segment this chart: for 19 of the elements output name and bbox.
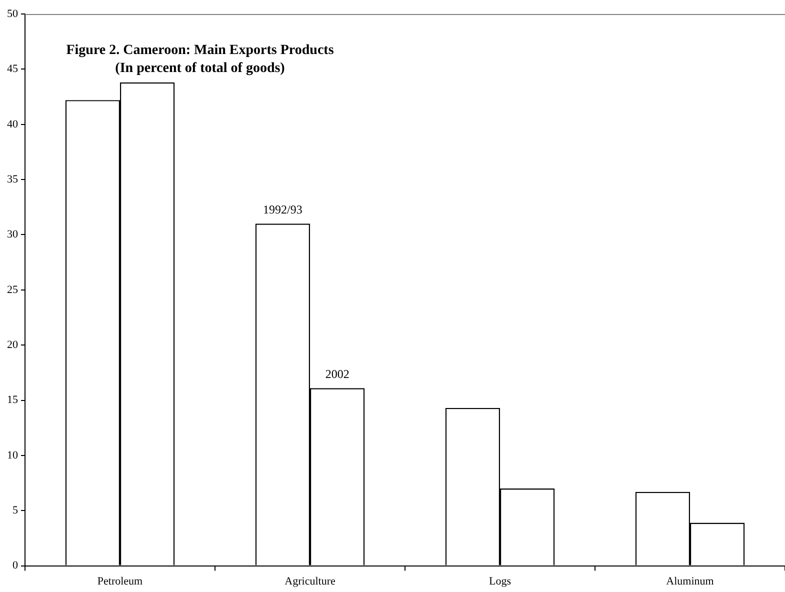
y-tick-label: 30 <box>7 228 18 241</box>
text: (In percent of total of goods) <box>115 61 286 76</box>
text: Figure 2. Cameroon: Main Exports Products <box>66 43 334 58</box>
series-label: 1992/93 <box>263 202 302 217</box>
y-tick-label: 20 <box>7 338 18 351</box>
y-tick-label: 15 <box>7 394 18 406</box>
series-label: 2002 <box>325 367 350 382</box>
x-tick-label: Petroleum <box>97 575 144 588</box>
x-tick-label: Agriculture <box>284 575 336 588</box>
y-tick-label: 0 <box>12 560 18 572</box>
y-tick-label: 40 <box>7 118 18 130</box>
y-tick-label: 35 <box>7 173 18 186</box>
y-tick-label: 45 <box>7 63 18 76</box>
y-tick-label: 5 <box>12 504 18 517</box>
x-tick-label: Logs <box>489 575 511 588</box>
y-tick-label: 50 <box>7 8 18 20</box>
y-tick-label: 25 <box>7 284 18 296</box>
y-tick-label: 10 <box>7 449 18 462</box>
x-tick-label: Aluminum <box>666 575 714 588</box>
